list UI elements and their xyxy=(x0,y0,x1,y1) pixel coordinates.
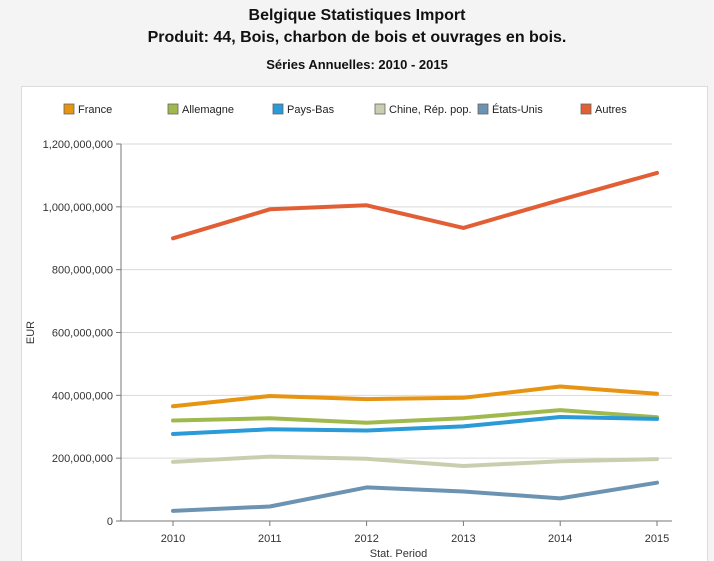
y-tick-label: 200,000,000 xyxy=(52,453,113,465)
legend-label: Autres xyxy=(595,104,627,116)
x-tick-label: 2015 xyxy=(645,533,669,545)
legend-label: Chine, Rép. pop. xyxy=(389,104,472,116)
y-tick-label: 800,000,000 xyxy=(52,265,113,277)
x-tick-label: 2013 xyxy=(451,533,475,545)
line-chart: France Allemagne Pays-Bas Chine, Rép. pop. É… xyxy=(25,103,672,560)
y-tick-label: 400,000,000 xyxy=(52,390,113,402)
chart-series-info: Séries Annuelles: 2010 - 2015 xyxy=(266,57,448,72)
series-line--tats-unis xyxy=(171,480,659,513)
legend-label: États-Unis xyxy=(492,103,543,116)
gridlines xyxy=(121,143,672,459)
x-tick-label: 2011 xyxy=(258,533,282,545)
series-lines xyxy=(171,170,659,513)
series-line-chine-r-p-pop- xyxy=(171,454,659,468)
series-line-france xyxy=(171,384,659,409)
legend-swatch xyxy=(580,103,592,115)
legend: France Allemagne Pays-Bas Chine, Rép. pop. É… xyxy=(63,103,627,116)
y-tick-label: 1,200,000,000 xyxy=(43,139,113,151)
y-tick-label: 1,000,000,000 xyxy=(43,202,113,214)
axes: 0 200,000,000 400,000,000 600,000,000 800,00… xyxy=(25,139,672,560)
y-axis-label: EUR xyxy=(25,321,37,344)
y-tick-label: 0 xyxy=(107,516,113,528)
series-line-allemagne xyxy=(171,408,659,425)
x-tick-label: 2014 xyxy=(548,533,572,545)
series-line-autres xyxy=(171,170,659,241)
legend-label: France xyxy=(78,104,112,116)
series-line-pays-bas xyxy=(171,415,659,436)
legend-label: Allemagne xyxy=(182,104,234,116)
chart-title: Belgique Statistiques Import xyxy=(248,7,466,24)
chart-subtitle: Produit: 44, Bois, charbon de bois et ou… xyxy=(147,29,567,46)
x-tick-label: 2010 xyxy=(161,533,185,545)
y-tick-label: 600,000,000 xyxy=(52,328,113,340)
legend-swatch xyxy=(167,103,179,115)
x-tick-label: 2012 xyxy=(354,533,378,545)
chart-panel: France Allemagne Pays-Bas Chine, Rép. pop. É… xyxy=(21,86,708,561)
legend-swatch xyxy=(477,103,489,115)
legend-label: Pays-Bas xyxy=(287,104,335,116)
legend-swatch xyxy=(272,103,284,115)
legend-swatch xyxy=(374,103,386,115)
x-axis-label: Stat. Period xyxy=(370,548,427,560)
chart-header: Belgique Statistiques Import Produit: 44… xyxy=(0,0,714,84)
legend-swatch xyxy=(63,103,75,115)
